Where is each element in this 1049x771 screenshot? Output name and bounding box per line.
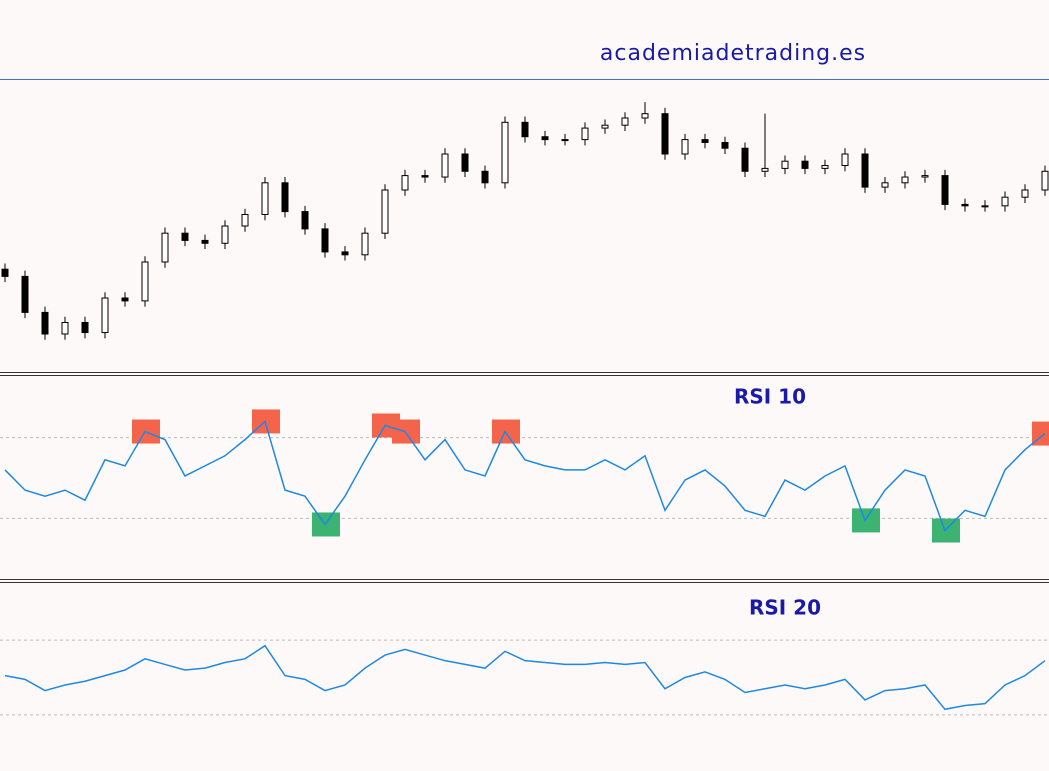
candle-body — [461, 153, 469, 172]
candle-body — [901, 176, 909, 184]
candle-body — [241, 213, 249, 227]
overbought-box — [492, 419, 520, 444]
candle-body — [401, 175, 409, 191]
candle-body — [1, 268, 9, 277]
candle-body — [121, 297, 129, 302]
candle-body — [721, 141, 729, 149]
candle-body — [881, 182, 889, 188]
candle-body — [621, 117, 629, 126]
candle-body — [301, 211, 309, 230]
candle-body — [41, 311, 49, 335]
panel-title: RSI 10 — [734, 385, 806, 409]
candle-body — [1001, 196, 1009, 207]
candle-body — [701, 139, 709, 143]
candle-body — [381, 189, 389, 234]
overbought-box — [1032, 421, 1049, 446]
candle-body — [741, 147, 749, 172]
oversold-box — [852, 508, 880, 533]
candle-body — [361, 232, 369, 256]
rsi-line — [4, 644, 1046, 711]
candle-body — [181, 232, 189, 241]
candle-body — [761, 167, 769, 172]
candle-body — [421, 175, 429, 178]
candle-body — [641, 113, 649, 119]
candle-body — [681, 139, 689, 155]
candle-body — [981, 205, 989, 208]
candle-body — [161, 232, 169, 263]
candle-body — [601, 124, 609, 129]
candle-body — [781, 160, 789, 169]
candle-body — [581, 127, 589, 141]
candle-body — [561, 139, 569, 142]
candle-body — [1021, 189, 1029, 198]
candle-body — [661, 113, 669, 155]
candle-body — [961, 203, 969, 207]
candle-body — [841, 153, 849, 167]
candle-body — [141, 261, 149, 302]
candle-body — [941, 175, 949, 205]
candle-body — [861, 153, 869, 188]
candle-body — [541, 136, 549, 141]
candle-body — [921, 175, 929, 178]
rsi-line — [4, 420, 1046, 532]
candle-body — [821, 165, 829, 169]
overbought-box — [392, 419, 420, 444]
candle-body — [341, 251, 349, 256]
candle-body — [261, 182, 269, 215]
candle-body — [201, 239, 209, 244]
candle-body — [1041, 170, 1049, 191]
oversold-box — [312, 512, 340, 537]
candle-body — [81, 321, 89, 334]
site-title: academiadetrading.es — [600, 41, 866, 66]
candle-body — [481, 170, 489, 184]
candle-body — [501, 121, 509, 184]
candle-body — [441, 153, 449, 178]
candle-body — [281, 182, 289, 213]
candle-body — [21, 275, 29, 313]
candle-body — [221, 225, 229, 244]
candle-body — [321, 228, 329, 253]
panel-title: RSI 20 — [749, 596, 821, 620]
candle-body — [801, 160, 809, 169]
candle-body — [101, 297, 109, 334]
candle-body — [521, 121, 529, 138]
candle-body — [61, 321, 69, 335]
